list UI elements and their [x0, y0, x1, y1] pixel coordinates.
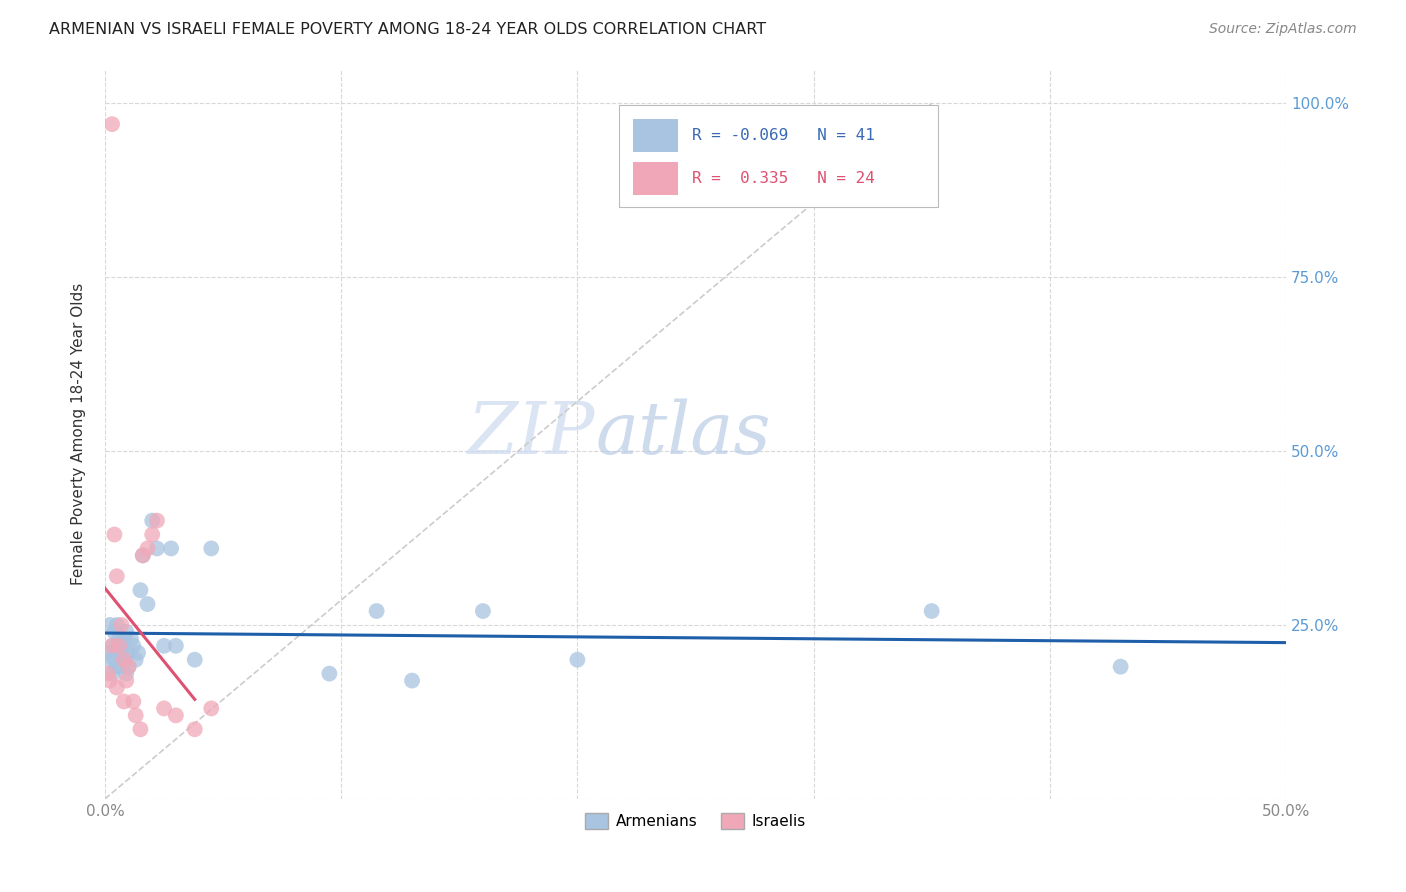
Point [117, 646, 139, 660]
Point [153, 639, 176, 653]
Point [108, 639, 131, 653]
Point [120, 632, 142, 646]
Point [141, 514, 163, 528]
Text: ZIP: ZIP [468, 399, 595, 469]
Point [101, 117, 124, 131]
Point [160, 541, 183, 556]
Point [132, 549, 155, 563]
Point [115, 673, 138, 688]
Point [165, 639, 187, 653]
Point [153, 701, 176, 715]
Text: R = -0.069   N = 41: R = -0.069 N = 41 [692, 128, 875, 144]
Point [146, 514, 169, 528]
Point [165, 708, 187, 723]
Point [125, 708, 148, 723]
Point [127, 646, 149, 660]
Point [112, 653, 135, 667]
Legend: Armenians, Israelis: Armenians, Israelis [579, 806, 811, 835]
Point [132, 549, 155, 563]
Point [110, 639, 132, 653]
Point [115, 666, 138, 681]
Point [105, 659, 128, 673]
Point [136, 541, 159, 556]
Point [112, 653, 135, 667]
Point [112, 632, 135, 646]
Point [112, 694, 135, 708]
Point [125, 653, 148, 667]
Point [117, 659, 139, 673]
Point [98, 653, 121, 667]
Point [103, 527, 125, 541]
Y-axis label: Female Poverty Among 18-24 Year Olds: Female Poverty Among 18-24 Year Olds [72, 283, 86, 585]
Point [122, 639, 145, 653]
Point [136, 597, 159, 611]
Point [117, 659, 139, 673]
Point [96, 666, 118, 681]
Text: R =  0.335   N = 24: R = 0.335 N = 24 [692, 171, 875, 186]
Point [103, 624, 125, 639]
Point [108, 632, 131, 646]
Point [471, 604, 494, 618]
Point [101, 666, 124, 681]
Point [110, 646, 132, 660]
Text: ARMENIAN VS ISRAELI FEMALE POVERTY AMONG 18-24 YEAR OLDS CORRELATION CHART: ARMENIAN VS ISRAELI FEMALE POVERTY AMONG… [49, 22, 766, 37]
Point [122, 694, 145, 708]
Text: Source: ZipAtlas.com: Source: ZipAtlas.com [1209, 22, 1357, 37]
Point [921, 604, 943, 618]
Point [129, 723, 152, 737]
Point [105, 569, 128, 583]
Point [567, 653, 589, 667]
Point [98, 618, 121, 632]
Point [184, 723, 207, 737]
Point [200, 701, 222, 715]
Point [108, 659, 131, 673]
Text: atlas: atlas [595, 399, 770, 469]
Point [101, 639, 124, 653]
Point [98, 673, 121, 688]
Point [115, 624, 138, 639]
Point [141, 527, 163, 541]
Point [105, 681, 128, 695]
Point [146, 541, 169, 556]
Point [318, 666, 340, 681]
Point [110, 618, 132, 632]
Point [184, 653, 207, 667]
Point [129, 583, 152, 598]
Bar [633, 120, 678, 153]
Point [103, 653, 125, 667]
Point [366, 604, 388, 618]
Point [401, 673, 423, 688]
Point [105, 618, 128, 632]
Bar [633, 162, 678, 195]
Point [105, 639, 128, 653]
FancyBboxPatch shape [619, 105, 938, 207]
Point [1109, 659, 1132, 673]
Point [101, 639, 124, 653]
Point [96, 646, 118, 660]
Point [200, 541, 222, 556]
